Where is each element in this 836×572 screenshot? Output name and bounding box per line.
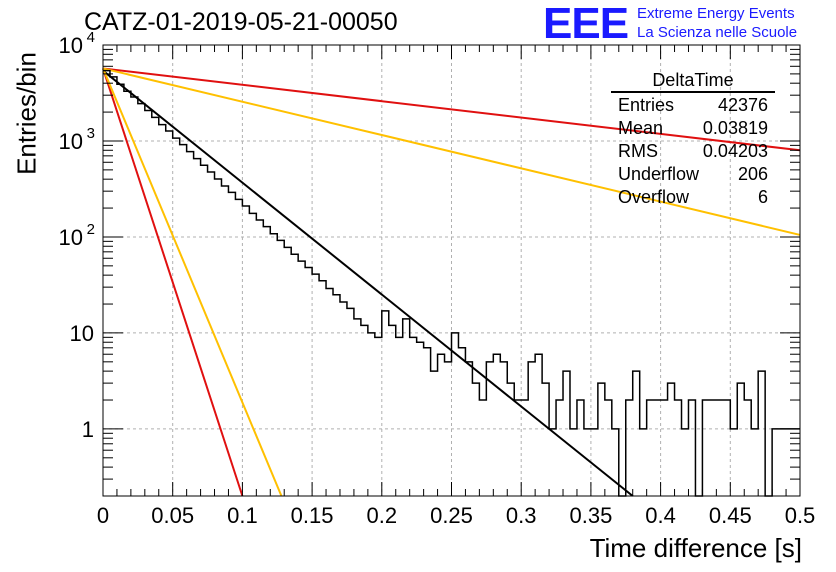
- stats-row: Mean 0.03819: [611, 117, 775, 140]
- stats-label: RMS: [618, 141, 658, 161]
- stats-row: Underflow 206: [611, 163, 775, 186]
- histogram-outline: [103, 69, 800, 497]
- y-axis-label: Entries/bin: [11, 52, 42, 175]
- stats-box-title: DeltaTime: [611, 70, 775, 93]
- x-tick-label: 0.35: [569, 503, 612, 528]
- x-tick-label: 0.3: [506, 503, 537, 528]
- x-tick-label: 0.15: [291, 503, 334, 528]
- x-tick-label: 0.5: [785, 503, 816, 528]
- fit-curves: [102, 67, 801, 497]
- stats-label: Underflow: [618, 164, 700, 184]
- fit-line: [102, 68, 283, 497]
- x-tick-label: 0: [97, 503, 109, 528]
- chart-title: CATZ-01-2019-05-21-00050: [84, 8, 398, 36]
- eee-logo: EEE: [543, 0, 629, 48]
- stats-value: 6: [757, 187, 768, 207]
- stats-row: RMS 0.04203: [611, 140, 775, 163]
- y-tick-exponent: 2: [87, 221, 95, 238]
- x-tick-label: 0.2: [367, 503, 398, 528]
- axis-ticks: 0 0.05 0.1 0.15 0.2 0.25 0.3 0.35 0.4 0.45 0.5 1 10 1…: [59, 29, 816, 528]
- x-tick-label: 0.25: [430, 503, 473, 528]
- stats-label: Entries: [618, 95, 675, 115]
- stats-value: 206: [737, 164, 768, 184]
- y-tick-label: 10: [59, 225, 83, 250]
- stats-value: 0.04203: [702, 141, 768, 161]
- fit-line: [102, 68, 244, 497]
- y-tick-exponent: 4: [87, 29, 95, 46]
- x-tick-label: 0.4: [645, 503, 676, 528]
- y-tick-exponent: 3: [87, 125, 95, 142]
- y-tick-label: 1: [82, 417, 94, 442]
- stats-label: Mean: [618, 118, 664, 138]
- fit-line: [102, 67, 801, 152]
- stats-row: Overflow 6: [611, 186, 775, 209]
- x-tick-label: 0.45: [709, 503, 752, 528]
- fit-line: [102, 69, 634, 497]
- y-tick-label: 10: [70, 321, 94, 346]
- y-tick-label: 10: [59, 129, 83, 154]
- logo-caption: Extreme Energy Events La Scienza nelle S…: [637, 4, 797, 42]
- x-tick-label: 0.05: [151, 503, 194, 528]
- x-axis-label: Time difference [s]: [589, 533, 802, 563]
- y-tick-label: 10: [59, 33, 83, 58]
- logo-caption-line1: Extreme Energy Events: [637, 5, 795, 22]
- histogram-bars: [103, 69, 800, 497]
- logo-caption-line2: La Scienza nelle Scuole: [637, 24, 798, 41]
- fit-line: [102, 67, 801, 236]
- stats-box: DeltaTime Entries 42376 Mean 0.03819 RMS 0.…: [611, 70, 775, 209]
- stats-value: 42376: [717, 95, 768, 115]
- stats-label: Overflow: [618, 187, 690, 207]
- stats-value: 0.03819: [702, 118, 768, 138]
- stats-row: Entries 42376: [611, 94, 775, 117]
- x-tick-label: 0.1: [227, 503, 258, 528]
